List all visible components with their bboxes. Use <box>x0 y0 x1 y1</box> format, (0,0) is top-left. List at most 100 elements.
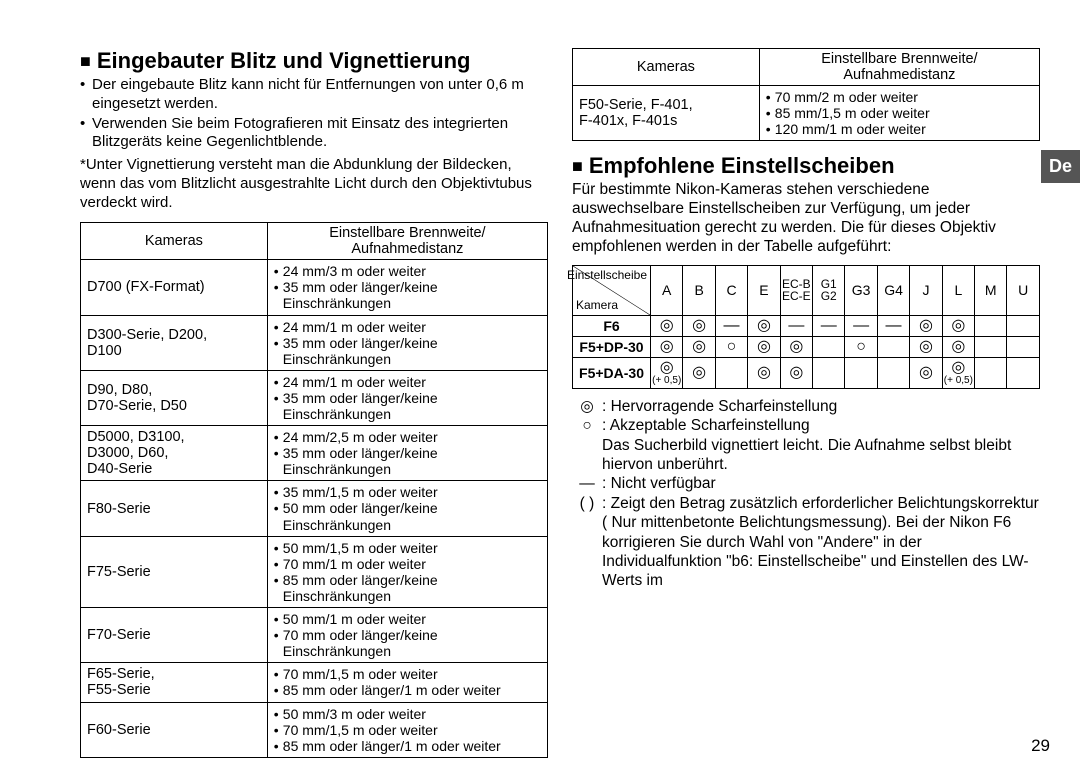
screen-cell-0-3: ◎ <box>748 315 780 336</box>
screen-cell-0-2: — <box>715 315 747 336</box>
screen-cell-2-1: ◎ <box>683 357 715 388</box>
legend-sym-na: — <box>572 474 602 493</box>
screen-cell-1-1: ◎ <box>683 336 715 357</box>
vig-cam-0: D700 (FX-Format) <box>81 260 268 315</box>
screens-col-G4: G4 <box>877 265 909 315</box>
screens-col-A: A <box>651 265 683 315</box>
screen-cell-0-9: ◎ <box>942 315 974 336</box>
diag-top-label: Einstellscheibe <box>567 269 647 282</box>
screen-cell-1-7 <box>877 336 909 357</box>
vig-cam-3: D5000, D3100, D3000, D60, D40-Serie <box>81 426 268 481</box>
screens-col-L: L <box>942 265 974 315</box>
vig-cam-1: D300-Serie, D200, D100 <box>81 315 268 370</box>
screens-col-G3: G3 <box>845 265 877 315</box>
legend-txt-acceptable: : Akzeptable Scharfeinstellung <box>602 416 810 435</box>
vig-spec-2: 24 mm/1 m oder weiter35 mm oder länger/k… <box>267 370 547 425</box>
vig-spec-1: 24 mm/1 m oder weiter35 mm oder länger/k… <box>267 315 547 370</box>
vig-cam-7: F65-Serie, F55-Serie <box>81 663 268 702</box>
screen-cell-1-2: ○ <box>715 336 747 357</box>
vig-cam-8: F60-Serie <box>81 702 268 757</box>
screen-cell-0-0: ◎ <box>651 315 683 336</box>
screen-cell-1-8: ◎ <box>910 336 942 357</box>
legend-sym-excellent: ◎ <box>572 397 602 416</box>
vig-th-cameras: Kameras <box>81 223 268 260</box>
vig-cam-2: D90, D80, D70-Serie, D50 <box>81 370 268 425</box>
vig-cam-4: F80-Serie <box>81 481 268 536</box>
vig-cam-6: F70-Serie <box>81 608 268 663</box>
screen-cell-2-8: ◎ <box>910 357 942 388</box>
vig2-cam: F50-Serie, F-401, F-401x, F-401s <box>573 86 760 141</box>
flash-heading-text: Eingebauter Blitz und Vignettierung <box>97 48 471 74</box>
screens-diag-header: Einstellscheibe Kamera <box>573 265 651 315</box>
screen-row-cam-2: F5+DA-30 <box>573 357 651 388</box>
screen-cell-0-6: — <box>845 315 877 336</box>
screen-cell-1-5 <box>813 336 845 357</box>
language-tab: De <box>1041 150 1080 183</box>
screen-cell-2-3: ◎ <box>748 357 780 388</box>
screen-cell-0-7: — <box>877 315 909 336</box>
legend-txt-na: : Nicht verfügbar <box>602 474 716 493</box>
legend-txt-acceptable-2: Das Sucherbild vignettiert leicht. Die A… <box>602 436 1040 475</box>
screen-cell-0-8: ◎ <box>910 315 942 336</box>
vig-spec-0: 24 mm/3 m oder weiter35 mm oder länger/k… <box>267 260 547 315</box>
screen-cell-2-4: ◎ <box>780 357 812 388</box>
vig-th-focal-l1: Einstellbare Brennweite/ <box>329 225 485 241</box>
screen-cell-2-2 <box>715 357 747 388</box>
screen-row-cam-0: F6 <box>573 315 651 336</box>
screens-heading: ■Empfohlene Einstellscheiben <box>572 153 1040 179</box>
screens-col-E: E <box>748 265 780 315</box>
vig-cam-5: F75-Serie <box>81 536 268 607</box>
screens-legend: ◎ : Hervorragende Scharfeinstellung ○ : … <box>572 397 1040 591</box>
screens-col-J: J <box>910 265 942 315</box>
vig2-th-focal: Einstellbare Brennweite/ Aufnahmedistanz <box>759 49 1039 86</box>
screen-cell-0-10 <box>975 315 1007 336</box>
screen-cell-0-5: — <box>813 315 845 336</box>
screen-cell-1-10 <box>975 336 1007 357</box>
screen-cell-0-11 <box>1007 315 1040 336</box>
screen-row-cam-1: F5+DP-30 <box>573 336 651 357</box>
screen-cell-1-6: ○ <box>845 336 877 357</box>
screen-cell-0-1: ◎ <box>683 315 715 336</box>
screens-col-B: B <box>683 265 715 315</box>
vig-spec-3: 24 mm/2,5 m oder weiter35 mm oder länger… <box>267 426 547 481</box>
flash-heading: ■Eingebauter Blitz und Vignettierung <box>80 48 548 74</box>
screen-cell-2-11 <box>1007 357 1040 388</box>
screen-cell-1-4: ◎ <box>780 336 812 357</box>
vig-spec-4: 35 mm/1,5 m oder weiter50 mm oder länger… <box>267 481 547 536</box>
vignetting-table-2: Kameras Einstellbare Brennweite/ Aufnahm… <box>572 48 1040 141</box>
screen-cell-2-5 <box>813 357 845 388</box>
screens-para: Für bestimmte Nikon-Kameras stehen versc… <box>572 181 1040 257</box>
vig2-th-focal-l1: Einstellbare Brennweite/ <box>821 51 977 67</box>
vig-spec-6: 50 mm/1 m oder weiter70 mm oder länger/k… <box>267 608 547 663</box>
page-number: 29 <box>1031 736 1050 756</box>
flash-bullet-2: Verwenden Sie beim Fotografieren mit Ein… <box>92 115 548 153</box>
screen-cell-1-11 <box>1007 336 1040 357</box>
legend-sym-paren: ( ) <box>572 494 602 591</box>
screen-cell-2-0: ◎(+ 0,5) <box>651 357 683 388</box>
screens-col-C: C <box>715 265 747 315</box>
screens-col-U: U <box>1007 265 1040 315</box>
screen-cell-2-6 <box>845 357 877 388</box>
screen-cell-1-9: ◎ <box>942 336 974 357</box>
screen-cell-2-10 <box>975 357 1007 388</box>
screens-col-M: M <box>975 265 1007 315</box>
legend-txt-excellent: : Hervorragende Scharfeinstellung <box>602 397 837 416</box>
screens-col-ECB: EC-BEC-E <box>780 265 812 315</box>
vig-th-focal-l2: Aufnahmedistanz <box>351 241 463 257</box>
vig2-specs: 70 mm/2 m oder weiter85 mm/1,5 m oder we… <box>759 86 1039 141</box>
vig-spec-5: 50 mm/1,5 m oder weiter70 mm/1 m oder we… <box>267 536 547 607</box>
vig-spec-7: 70 mm/1,5 m oder weiter85 mm oder länger… <box>267 663 547 702</box>
screen-cell-1-0: ◎ <box>651 336 683 357</box>
screens-col-G1: G1G2 <box>813 265 845 315</box>
vignetting-note: *Unter Vignettierung versteht man die Ab… <box>80 156 548 212</box>
vig2-th-focal-l2: Aufnahmedistanz <box>843 67 955 83</box>
vig2-th-cameras: Kameras <box>573 49 760 86</box>
legend-txt-paren: : Zeigt den Betrag zusätzlich erforderli… <box>602 494 1040 591</box>
flash-bullet-1: Der eingebaute Blitz kann nicht für Entf… <box>92 76 548 114</box>
screen-cell-1-3: ◎ <box>748 336 780 357</box>
screen-cell-2-9: ◎(+ 0,5) <box>942 357 974 388</box>
screen-cell-0-4: — <box>780 315 812 336</box>
left-column: ■Eingebauter Blitz und Vignettierung Der… <box>80 48 548 758</box>
flash-bullets: Der eingebaute Blitz kann nicht für Entf… <box>80 76 548 152</box>
screen-cell-2-7 <box>877 357 909 388</box>
